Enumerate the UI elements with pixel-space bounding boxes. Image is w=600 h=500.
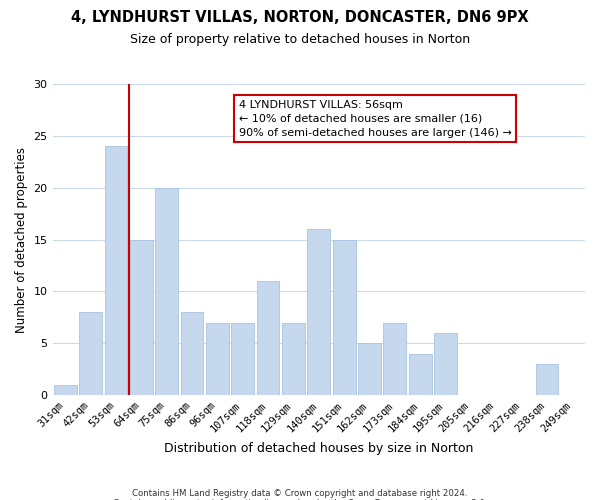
Y-axis label: Number of detached properties: Number of detached properties xyxy=(15,146,28,332)
Bar xyxy=(54,385,77,395)
Bar xyxy=(282,322,305,395)
Bar xyxy=(206,322,229,395)
Bar xyxy=(434,333,457,395)
Bar xyxy=(257,281,280,395)
Text: Contains HM Land Registry data © Crown copyright and database right 2024.: Contains HM Land Registry data © Crown c… xyxy=(132,488,468,498)
Text: 4, LYNDHURST VILLAS, NORTON, DONCASTER, DN6 9PX: 4, LYNDHURST VILLAS, NORTON, DONCASTER, … xyxy=(71,10,529,25)
Text: Size of property relative to detached houses in Norton: Size of property relative to detached ho… xyxy=(130,32,470,46)
Text: 4 LYNDHURST VILLAS: 56sqm
← 10% of detached houses are smaller (16)
90% of semi-: 4 LYNDHURST VILLAS: 56sqm ← 10% of detac… xyxy=(239,100,512,138)
Bar xyxy=(383,322,406,395)
Bar xyxy=(130,240,152,395)
Bar xyxy=(181,312,203,395)
X-axis label: Distribution of detached houses by size in Norton: Distribution of detached houses by size … xyxy=(164,442,473,455)
Bar xyxy=(104,146,127,395)
Text: Contains public sector information licensed under the Open Government Licence v3: Contains public sector information licen… xyxy=(113,498,487,500)
Bar xyxy=(333,240,356,395)
Bar xyxy=(79,312,102,395)
Bar xyxy=(536,364,559,395)
Bar xyxy=(155,188,178,395)
Bar xyxy=(231,322,254,395)
Bar xyxy=(307,229,330,395)
Bar xyxy=(409,354,431,395)
Bar xyxy=(358,344,381,395)
